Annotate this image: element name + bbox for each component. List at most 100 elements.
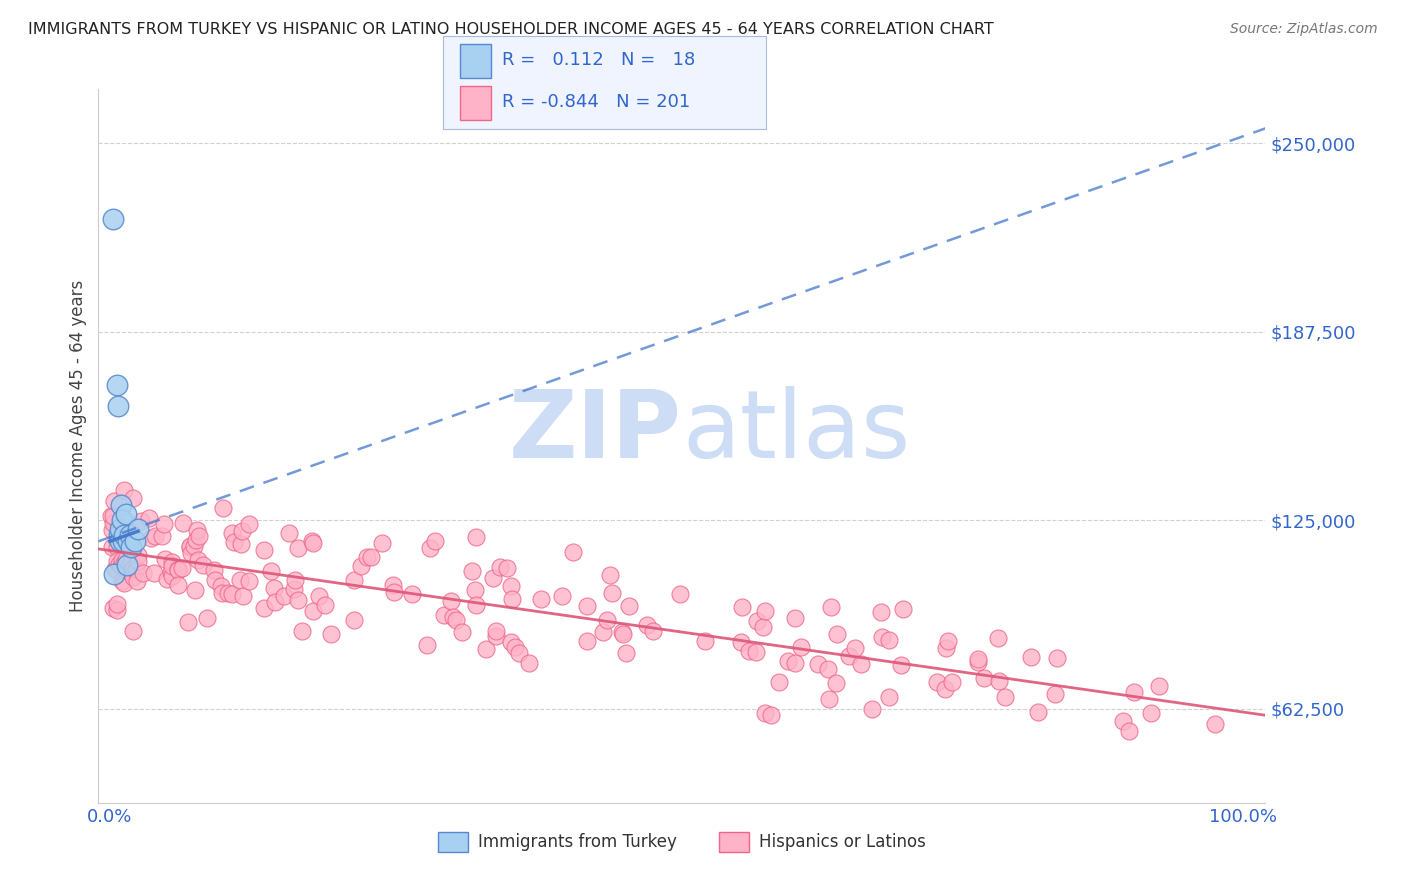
Point xyxy=(231,524,253,539)
Point xyxy=(100,508,122,523)
Point xyxy=(195,611,218,625)
Point xyxy=(890,657,912,672)
Point xyxy=(127,574,149,588)
Point xyxy=(238,516,260,531)
Point xyxy=(925,674,948,689)
Point xyxy=(277,525,299,540)
Point xyxy=(891,602,914,616)
Point xyxy=(499,635,522,649)
Point xyxy=(423,534,446,549)
Point xyxy=(495,561,517,575)
Point xyxy=(669,587,692,601)
Point xyxy=(617,599,640,614)
Point xyxy=(142,566,165,581)
Point xyxy=(967,652,990,666)
Point xyxy=(612,627,634,641)
Point xyxy=(114,507,136,521)
Point xyxy=(464,582,486,597)
Point xyxy=(179,541,201,555)
Point xyxy=(110,498,132,512)
Point xyxy=(204,573,226,587)
Point xyxy=(973,671,995,685)
Y-axis label: Householder Income Ages 45 - 64 years: Householder Income Ages 45 - 64 years xyxy=(69,280,87,612)
Text: atlas: atlas xyxy=(682,385,910,478)
Point xyxy=(122,561,145,575)
Point xyxy=(114,528,136,542)
Point xyxy=(994,690,1017,704)
Point xyxy=(551,590,574,604)
Point xyxy=(419,541,441,555)
Point xyxy=(314,598,336,612)
Point xyxy=(170,561,193,575)
Point xyxy=(824,676,846,690)
Point xyxy=(1118,723,1140,738)
Point xyxy=(115,563,138,577)
Point xyxy=(259,565,281,579)
Point xyxy=(101,523,124,537)
Point xyxy=(416,639,439,653)
Point xyxy=(291,624,314,639)
Point xyxy=(103,567,125,582)
Point xyxy=(132,566,155,581)
Point xyxy=(143,528,166,542)
Point xyxy=(817,662,839,676)
Point xyxy=(150,529,173,543)
Point xyxy=(941,674,963,689)
Point xyxy=(517,656,540,670)
Point xyxy=(105,554,128,568)
Point xyxy=(191,558,214,572)
Point xyxy=(103,509,125,524)
Point xyxy=(465,530,488,544)
Point xyxy=(180,545,202,559)
Point xyxy=(752,620,775,634)
Point xyxy=(820,600,842,615)
Point xyxy=(120,541,142,555)
Point xyxy=(117,526,139,541)
Point xyxy=(1140,706,1163,720)
Point xyxy=(121,491,143,505)
Point xyxy=(1112,714,1135,728)
Point xyxy=(127,522,149,536)
Point xyxy=(343,573,366,587)
Point xyxy=(778,654,800,668)
Point xyxy=(730,600,752,615)
Point xyxy=(238,574,260,589)
Point xyxy=(187,529,209,543)
Point xyxy=(610,625,633,640)
Point xyxy=(139,531,162,545)
Point xyxy=(319,627,342,641)
Point xyxy=(117,534,139,549)
Point xyxy=(118,528,141,542)
Point xyxy=(127,554,149,568)
Point xyxy=(103,601,125,615)
Point xyxy=(172,516,194,531)
Point xyxy=(263,595,285,609)
Point xyxy=(105,597,128,611)
Point xyxy=(112,483,135,497)
Point xyxy=(869,606,891,620)
Point xyxy=(111,574,134,588)
Point xyxy=(433,607,456,622)
Point xyxy=(167,563,190,577)
Point xyxy=(162,555,184,569)
Point xyxy=(838,649,860,664)
Point xyxy=(160,569,183,583)
Point xyxy=(112,534,135,549)
Point xyxy=(108,557,131,571)
Point xyxy=(105,541,128,555)
Text: ZIP: ZIP xyxy=(509,385,682,478)
Point xyxy=(229,537,252,551)
Point xyxy=(108,524,131,539)
Point xyxy=(360,549,382,564)
Point xyxy=(501,579,523,593)
Point xyxy=(575,599,598,613)
Point xyxy=(935,641,957,656)
Point xyxy=(643,624,665,639)
Point xyxy=(381,578,404,592)
Point xyxy=(122,539,145,553)
Point xyxy=(120,555,142,569)
Point xyxy=(934,681,956,696)
Point xyxy=(501,592,523,607)
Point xyxy=(108,528,131,542)
Point xyxy=(114,524,136,538)
